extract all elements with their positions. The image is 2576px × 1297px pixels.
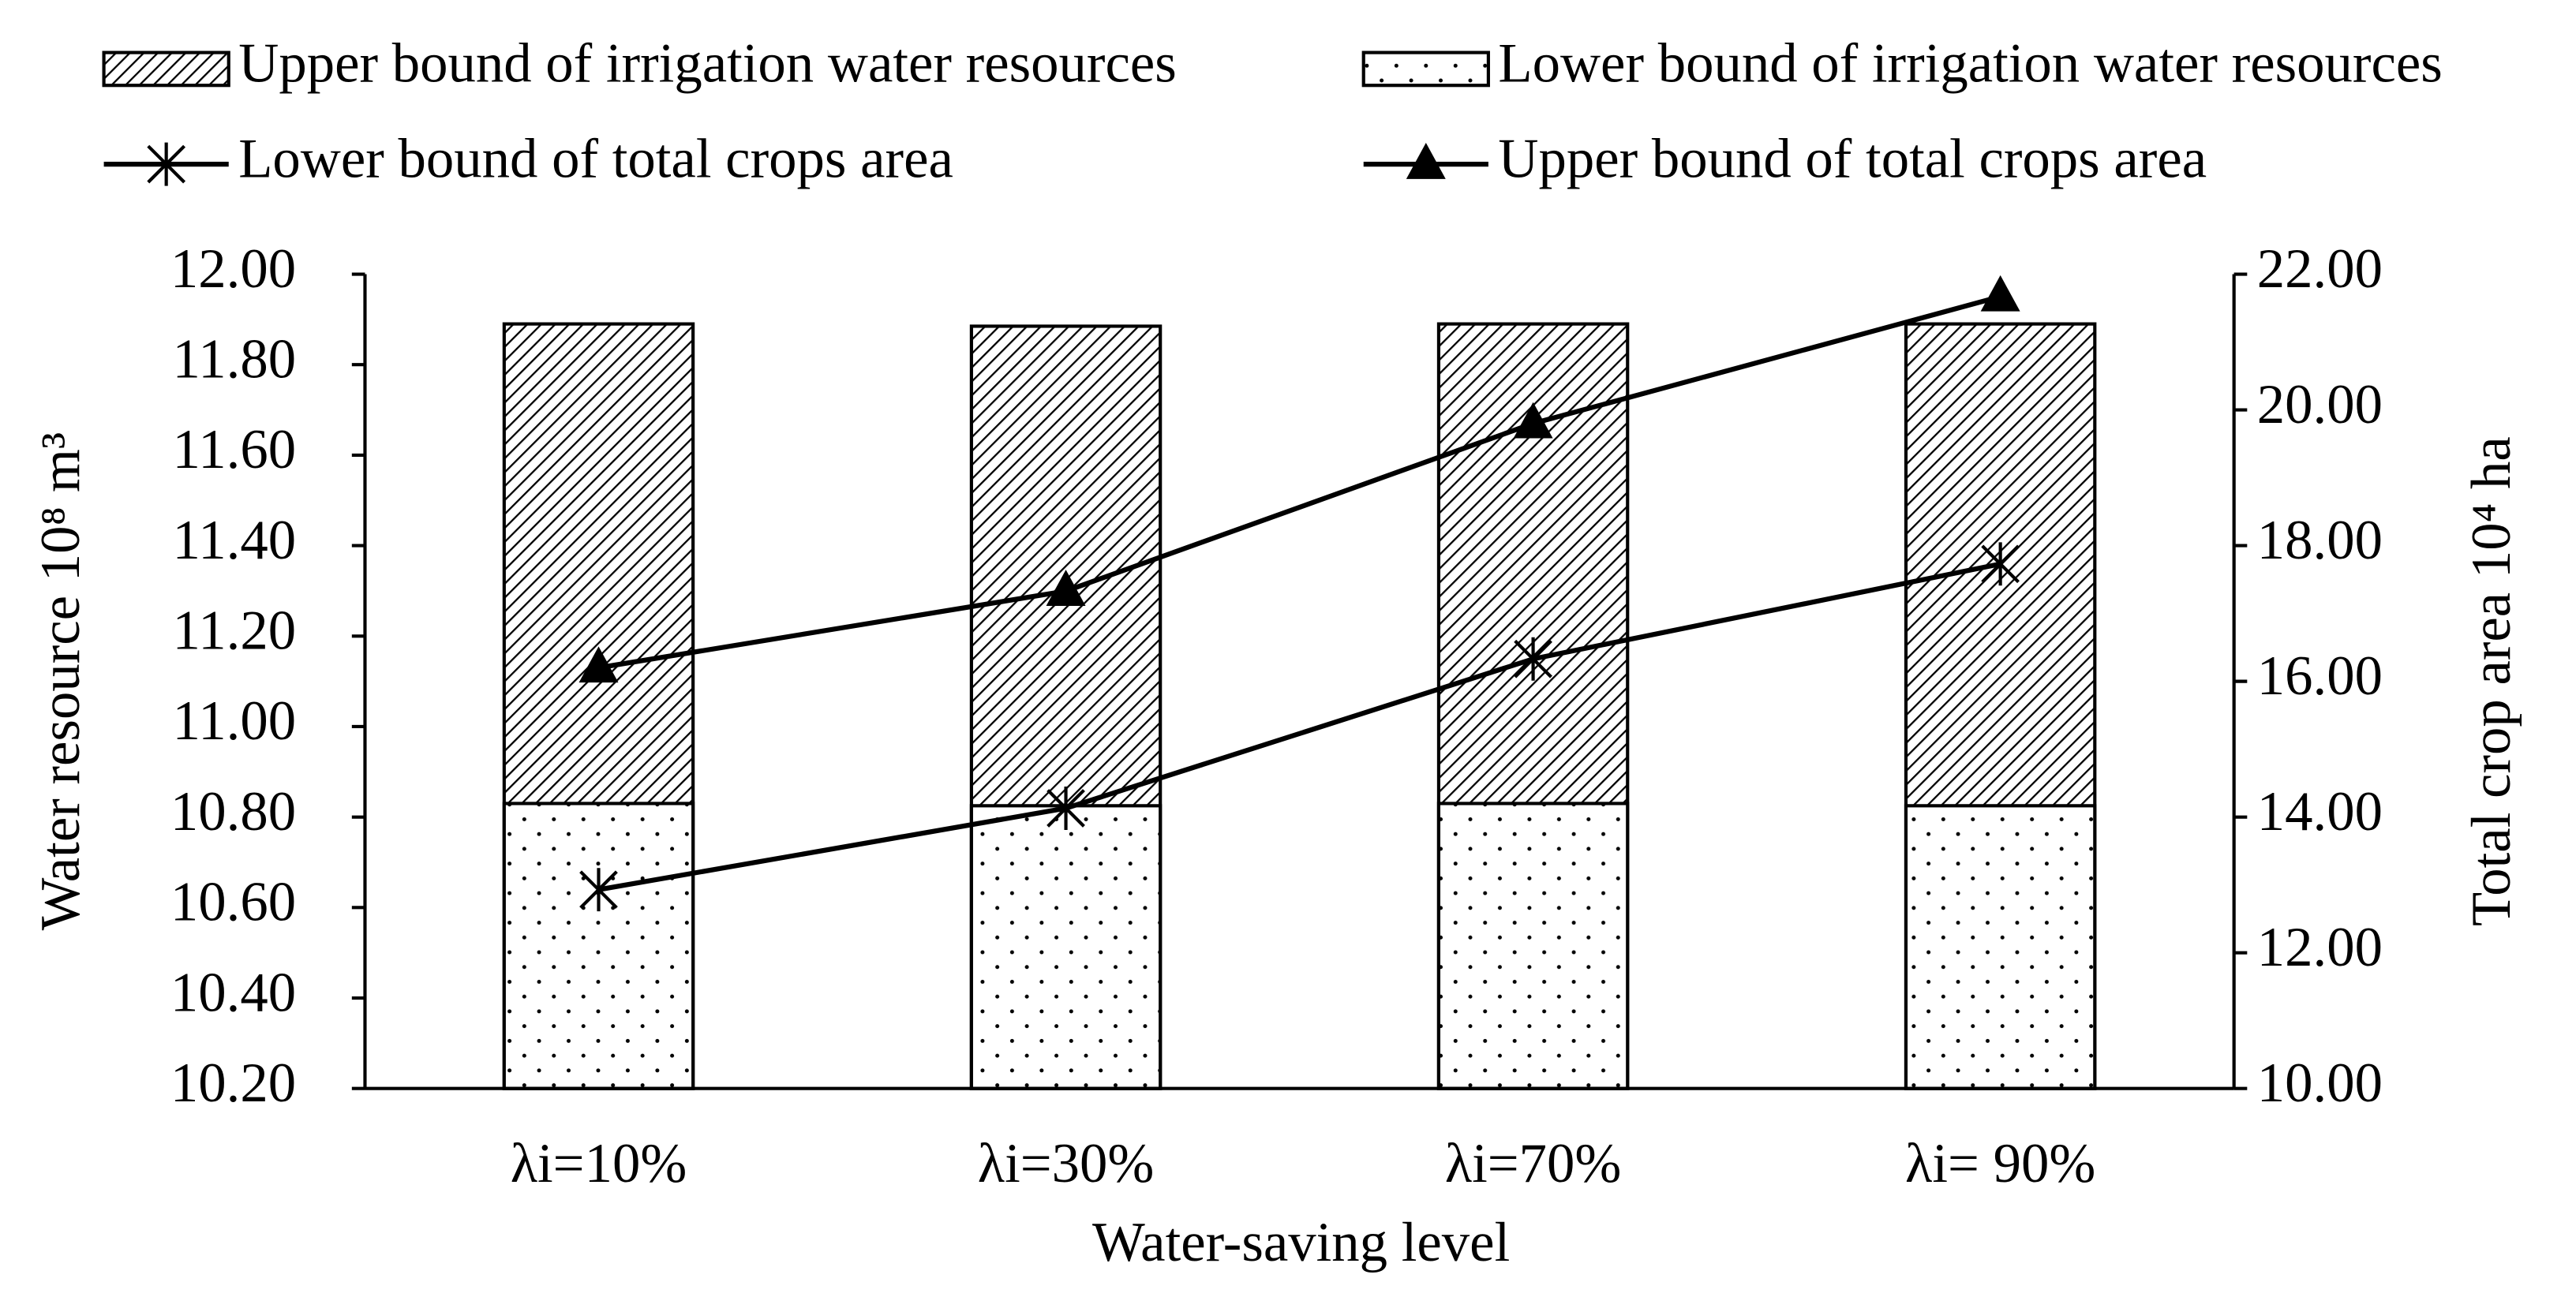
x-tick-label: λi=30%: [978, 1133, 1155, 1194]
line: [597, 293, 2001, 671]
y-tick-label: 10.20: [170, 1052, 296, 1114]
y-tick-label: 11.00: [173, 690, 297, 752]
y-tick-label: 11.80: [173, 328, 297, 390]
x-axis-label: Water-saving level: [1092, 1212, 1510, 1273]
legend-label: Lower bound of irrigation water resource…: [1498, 33, 2442, 95]
y2-tick-label: 16.00: [2257, 645, 2383, 707]
marker: [1513, 402, 1553, 439]
y2-axis-label: Total crop area 10⁴ ha: [2461, 436, 2522, 926]
bar: [969, 804, 1163, 1090]
legend-swatch: [1361, 50, 1490, 88]
line: [597, 561, 2001, 892]
y-tick-label: 10.60: [170, 872, 296, 933]
y-tick-label: 11.60: [173, 419, 297, 480]
legend-marker: [1406, 143, 1446, 179]
legend-swatch: [102, 50, 230, 88]
y2-tick-label: 12.00: [2257, 917, 2383, 978]
marker: [579, 868, 618, 912]
bar: [1904, 804, 2097, 1090]
y-tick-label: 10.40: [170, 962, 296, 1023]
legend-label: Lower bound of total crops area: [238, 128, 953, 189]
marker: [578, 646, 619, 683]
bar: [502, 802, 695, 1090]
legend-marker: [147, 142, 186, 186]
y2-tick-label: 14.00: [2257, 781, 2383, 843]
y2-tick-label: 18.00: [2257, 510, 2383, 571]
legend-label: Upper bound of irrigation water resource…: [238, 33, 1177, 95]
x-tick-label: λi= 90%: [1905, 1133, 2095, 1194]
y-tick-label: 12.00: [170, 238, 296, 300]
legend-label: Upper bound of total crops area: [1498, 128, 2207, 189]
y2-tick-label: 20.00: [2257, 374, 2383, 435]
x-tick-label: λi=10%: [511, 1133, 687, 1194]
y2-tick-label: 10.00: [2257, 1052, 2383, 1114]
marker: [1514, 637, 1552, 681]
marker: [1046, 570, 1086, 606]
y-axis-label: Water resource 10⁸ m³: [30, 432, 92, 930]
x-tick-label: λi=70%: [1445, 1133, 1622, 1194]
marker: [1980, 275, 2020, 312]
y-tick-label: 10.80: [170, 781, 296, 843]
y-tick-label: 11.40: [173, 510, 297, 571]
y-tick-label: 11.20: [173, 600, 297, 662]
bar: [1436, 802, 1630, 1090]
y2-tick-label: 22.00: [2257, 238, 2383, 300]
marker: [1981, 542, 2020, 586]
marker: [1046, 786, 1085, 830]
